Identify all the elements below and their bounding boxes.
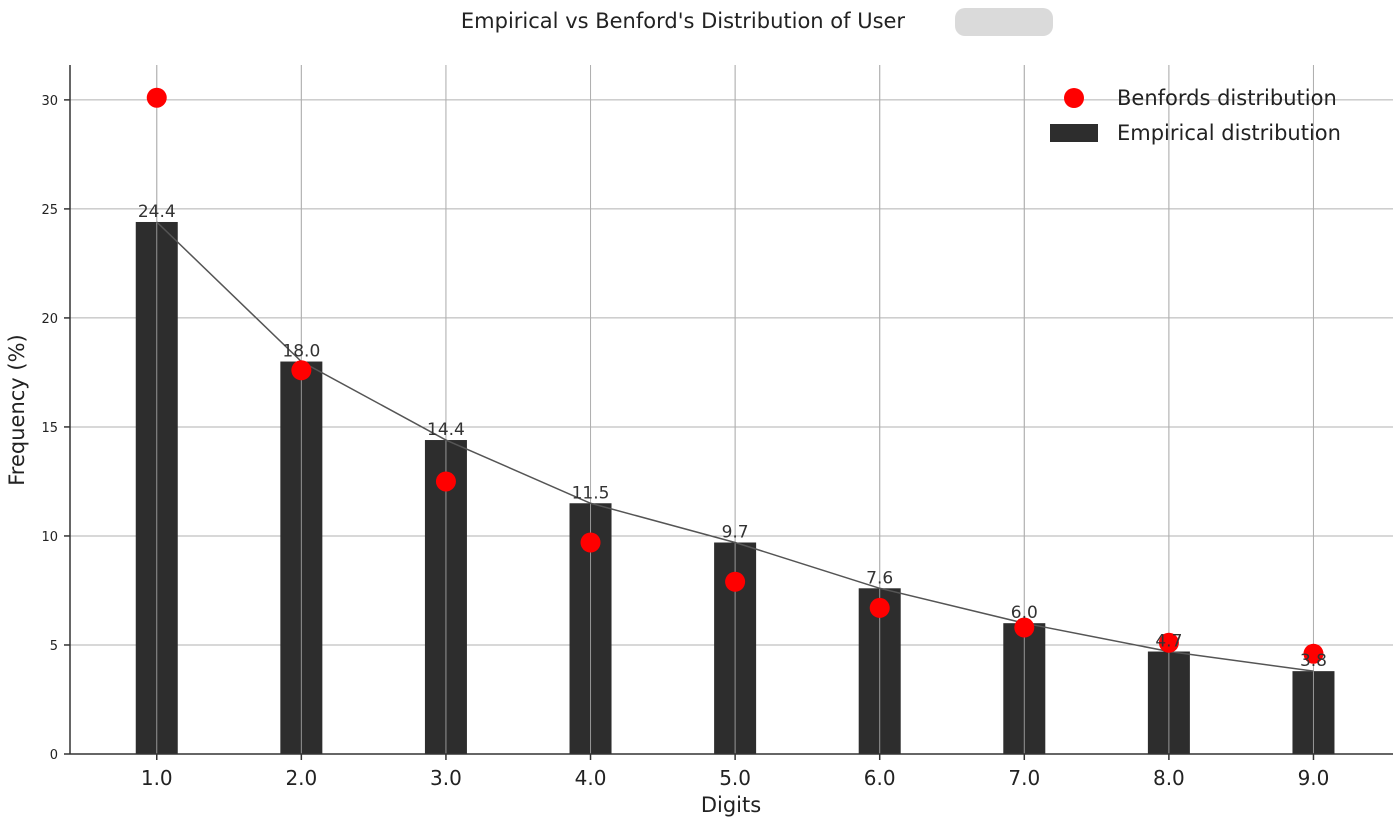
x-tick-label: 1.0 [141, 766, 173, 790]
benford-point [435, 471, 456, 492]
benford-point [291, 360, 312, 381]
x-tick-label: 8.0 [1153, 766, 1185, 790]
bar-value-label: 11.5 [572, 483, 610, 503]
x-tick-label: 2.0 [285, 766, 317, 790]
x-tick-label: 5.0 [719, 766, 751, 790]
bar-value-label: 14.4 [427, 420, 465, 440]
benford-point [1158, 632, 1179, 653]
bar-labels: 24.4 18.0 14.4 11.5 9.7 7.6 6.0 4.7 3.8 [138, 202, 1327, 671]
benford-point [580, 532, 601, 553]
y-tick-label: 15 [41, 421, 58, 436]
chart-title: Empirical vs Benford's Distribution of U… [461, 9, 906, 33]
bars [135, 65, 1335, 755]
legend-empirical-marker [1050, 124, 1098, 142]
bar-value-label: 7.6 [866, 568, 893, 588]
x-tick-label: 7.0 [1008, 766, 1040, 790]
benford-point [869, 597, 890, 618]
benford-point [725, 571, 746, 592]
connecting-line [156, 221, 1314, 672]
benford-point [146, 87, 167, 108]
x-tick-label: 6.0 [864, 766, 896, 790]
tick-labels: 0 5 10 15 20 25 30 1.0 2.0 3.0 4.0 5.0 6.0 7.0 8.0 9.0 [41, 94, 1329, 790]
y-tick-label: 10 [41, 530, 58, 545]
bar-value-label: 6.0 [1011, 603, 1038, 623]
x-tick-label: 4.0 [575, 766, 607, 790]
benford-points [146, 87, 1324, 664]
y-tick-label: 20 [41, 312, 58, 327]
bar-value-label: 9.7 [722, 523, 749, 543]
legend-benford-label: Benfords distribution [1117, 86, 1337, 110]
bar-value-label: 18.0 [282, 342, 320, 362]
benford-point [1303, 643, 1324, 664]
y-tick-label: 25 [41, 203, 58, 218]
axes [64, 65, 1393, 760]
legend-empirical-label: Empirical distribution [1117, 121, 1341, 145]
y-tick-label: 30 [41, 94, 58, 109]
x-axis-label: Digits [701, 793, 761, 817]
bar-value-label: 4.7 [1155, 632, 1182, 652]
legend-benford-marker [1064, 88, 1084, 108]
x-tick-label: 3.0 [430, 766, 462, 790]
y-tick-label: 0 [50, 748, 58, 763]
benford-point [1014, 617, 1035, 638]
title-redaction-blur [955, 8, 1053, 36]
bar-value-label: 24.4 [138, 202, 176, 222]
legend: Benfords distribution Empirical distribu… [1050, 86, 1341, 145]
y-tick-label: 5 [50, 639, 58, 654]
y-axis-label: Frequency (%) [5, 334, 29, 486]
bar-value-label: 3.8 [1300, 651, 1327, 671]
empirical-trend-line [156, 221, 1314, 672]
x-tick-label: 9.0 [1298, 766, 1330, 790]
